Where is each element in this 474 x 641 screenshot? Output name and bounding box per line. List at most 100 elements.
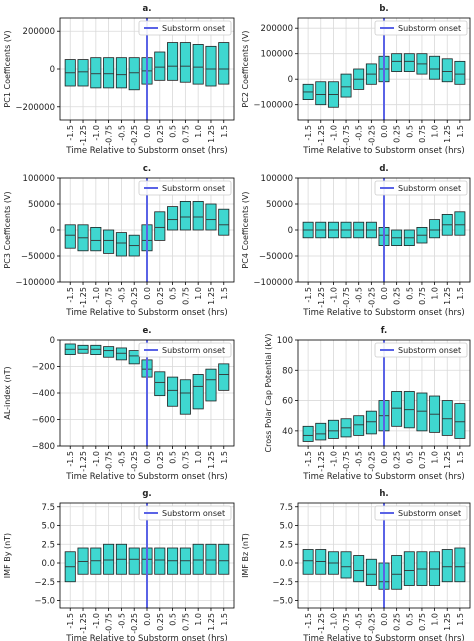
y-tick-label: −600 <box>32 416 55 426</box>
x-tick-label: -1.25 <box>79 451 88 472</box>
y-tick-label: 0 <box>50 336 55 346</box>
panel-letter: b. <box>379 4 388 14</box>
y-tick-label: 7.5 <box>41 503 55 513</box>
y-tick-label: 100000 <box>23 174 55 184</box>
x-tick-label: -1.5 <box>304 287 313 303</box>
y-tick-label: 0 <box>50 65 55 75</box>
x-tick-label: 1.5 <box>456 451 465 464</box>
y-tick-label: 5.0 <box>279 522 293 532</box>
x-tick-label: 0.5 <box>169 613 178 626</box>
y-axis-label: Cross Polar Cap Potential (kV) <box>264 334 273 453</box>
box <box>154 211 166 241</box>
x-tick-label: -0.25 <box>130 125 139 146</box>
box <box>128 350 140 365</box>
box <box>205 368 217 402</box>
box <box>90 226 102 252</box>
x-tick-label: 1.0 <box>194 287 203 300</box>
x-tick-label: 1.0 <box>431 287 440 300</box>
legend-box <box>374 180 468 196</box>
x-tick-label: -1.0 <box>329 287 338 303</box>
x-tick-label: -0.5 <box>355 613 364 629</box>
box <box>115 57 127 89</box>
x-tick-label: 1.25 <box>207 451 216 469</box>
y-axis-label: PC1 Coefficents (V) <box>3 30 12 107</box>
x-tick-label: 0.0 <box>380 287 389 300</box>
x-tick-label: 1.5 <box>220 613 229 626</box>
legend-label: Substorm onset <box>398 346 461 355</box>
x-tick-label: 0.5 <box>405 451 414 464</box>
y-axis-label: PC4 Coefficents (V) <box>241 191 250 268</box>
panel-7: −5.0 −2.5 0.0 2.5 5.0 7.5 -1.5 -1.25 -1.0 -0.75 -0… <box>241 489 471 641</box>
y-tick-label: 80 <box>282 366 293 376</box>
y-tick-label: 0.0 <box>279 559 293 569</box>
x-tick-label: 1.5 <box>220 287 229 300</box>
x-tick-label: 0.75 <box>181 613 190 631</box>
x-tick-label: 0.0 <box>380 125 389 138</box>
box <box>302 425 314 442</box>
box <box>365 410 377 435</box>
x-tick-label: -1.25 <box>317 287 326 308</box>
y-tick-label: 0.0 <box>41 559 55 569</box>
x-axis-label: Time Relative to Substorm onset (hrs) <box>65 308 227 318</box>
x-tick-label: 0.0 <box>143 125 152 138</box>
x-tick-label: -1.0 <box>92 287 101 303</box>
box <box>128 547 140 575</box>
x-tick-label: -1.5 <box>304 451 313 467</box>
x-tick-label: 1.0 <box>431 613 440 626</box>
y-tick-label: −50000 <box>21 252 55 262</box>
box <box>218 42 230 85</box>
box <box>103 229 115 254</box>
x-tick-label: 0.25 <box>393 613 402 631</box>
box <box>205 203 217 231</box>
y-axis-label: AL-index (nT) <box>3 366 12 419</box>
x-tick-label: -1.0 <box>329 451 338 467</box>
x-tick-label: -0.75 <box>105 451 114 472</box>
box <box>167 376 179 407</box>
y-tick-label: −100000 <box>253 278 293 288</box>
x-tick-label: 0.75 <box>181 125 190 143</box>
x-tick-label: -0.5 <box>355 287 364 303</box>
box <box>205 45 217 87</box>
x-tick-label: 0.75 <box>418 451 427 469</box>
x-tick-label: -0.5 <box>117 613 126 629</box>
box <box>454 547 466 583</box>
x-tick-label: -0.25 <box>367 613 376 634</box>
box <box>179 42 191 83</box>
box <box>441 400 453 436</box>
box <box>441 549 453 583</box>
box <box>192 543 204 575</box>
x-tick-label: 0.0 <box>380 613 389 626</box>
panel-letter: f. <box>381 326 387 336</box>
panel-0: −200000 0 200000 -1.5 -1.25 -1.0 -0.75 -0.5 -0.2… <box>3 4 235 156</box>
x-tick-label: 0.0 <box>143 287 152 300</box>
x-tick-label: -0.25 <box>367 125 376 146</box>
box <box>205 543 217 575</box>
x-tick-label: 0.5 <box>169 451 178 464</box>
legend-box <box>138 180 232 196</box>
box <box>103 543 115 575</box>
legend-label: Substorm onset <box>398 24 461 33</box>
y-axis-label: PC2 Coefficents (V) <box>241 30 250 107</box>
y-tick-label: 0 <box>50 226 55 236</box>
panel-1: −100000 0 100000 200000 -1.5 -1.25 -1.0 -0.75 -0… <box>241 4 471 156</box>
x-tick-label: -1.25 <box>79 613 88 634</box>
panel-6: −5.0−2.50.02.55.07.5-1.5 -1.25 -1.0 -0.75 -0… <box>3 489 235 641</box>
y-tick-label: −5.0 <box>34 597 55 607</box>
legend-label: Substorm onset <box>162 509 225 518</box>
box <box>429 219 441 239</box>
legend-box <box>138 20 232 36</box>
x-tick-label: 0.25 <box>156 613 165 631</box>
x-tick-label: 1.25 <box>443 613 452 631</box>
x-tick-label: 0.25 <box>156 451 165 469</box>
panel-letter: a. <box>143 4 152 14</box>
box <box>154 371 166 397</box>
y-tick-label: −200000 <box>15 103 55 113</box>
x-tick-label: -0.75 <box>342 125 351 146</box>
panel-letter: g. <box>142 489 151 499</box>
y-tick-label: 50000 <box>28 200 55 210</box>
x-axis-label: Time Relative to Substorm onset (hrs) <box>65 634 227 641</box>
box <box>192 374 204 410</box>
y-tick-label: 5.0 <box>41 522 55 532</box>
x-tick-label: -0.75 <box>342 451 351 472</box>
x-tick-label: 0.25 <box>393 287 402 305</box>
